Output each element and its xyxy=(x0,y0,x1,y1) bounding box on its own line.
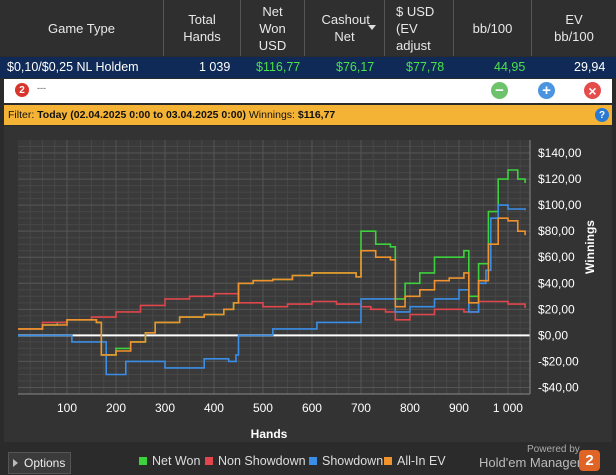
table-row[interactable]: $0,10/$0,25 NL Holdem 1 039 $116,77 $76,… xyxy=(0,57,616,78)
legend-showdown[interactable]: Showdown xyxy=(309,454,383,468)
cell-ev-adjusted: $77,78 xyxy=(406,60,445,74)
legend-swatch xyxy=(384,457,392,465)
x-tick-label: 600 xyxy=(302,401,322,415)
y-tick-label: -$20,00 xyxy=(538,354,579,368)
cell-cashout-net: $76,17 xyxy=(336,60,375,74)
filter-label: Filter: xyxy=(8,109,35,121)
toolbar-text: --- xyxy=(37,83,46,93)
options-button[interactable]: Options xyxy=(8,452,71,474)
cell-bb100: 44,95 xyxy=(494,60,526,74)
col-label: Game Type xyxy=(48,20,115,36)
y-tick-label: $100,00 xyxy=(538,198,582,212)
col-cashout-net[interactable]: Cashout Net xyxy=(304,0,384,56)
col-ev-adjusted[interactable]: $ USD (EV adjust xyxy=(384,0,453,56)
zoom-out-button[interactable]: − xyxy=(491,82,508,99)
chart-svg: 100 200 300 400 500 600 700 800 900 1 000 -$40,00 -… xyxy=(18,140,597,441)
y-tick-label: $140,00 xyxy=(538,146,582,160)
y-axis-title: Winnings xyxy=(583,220,597,274)
x-tick-label: 900 xyxy=(449,401,469,415)
legend-label: Non Showdown xyxy=(218,454,306,468)
plot-area xyxy=(18,140,530,394)
column-header: Game Type Total Hands Net Won USD Cashou… xyxy=(0,0,616,56)
legend-swatch xyxy=(309,457,317,465)
legend-label: All-In EV xyxy=(397,454,446,468)
col-ev-bb100[interactable]: EV bb/100 xyxy=(531,0,616,56)
x-tick-label: 100 xyxy=(57,401,77,415)
col-label: Cashout Net xyxy=(321,12,370,44)
x-tick-label: 500 xyxy=(253,401,273,415)
legend-non-showdown[interactable]: Non Showdown xyxy=(205,454,306,468)
legend-net-won[interactable]: Net Won xyxy=(139,454,200,468)
col-label: $ USD (EV adjust xyxy=(396,3,435,53)
col-label: bb/100 xyxy=(472,20,513,36)
cell-game-type: $0,10/$0,25 NL Holdem xyxy=(7,60,139,74)
x-tick-label: 1 000 xyxy=(493,401,523,415)
series-non-showdown xyxy=(18,292,526,330)
y-tick-label: -$40,00 xyxy=(538,380,579,394)
brand-name: Hold'em Manager xyxy=(479,455,582,470)
x-axis-title: Hands xyxy=(251,427,288,441)
col-net-won[interactable]: Net Won USD xyxy=(240,0,304,56)
cell-ev-bb100: 29,94 xyxy=(574,60,606,74)
y-tick-label: $20,00 xyxy=(538,302,575,316)
col-label: Total Hands xyxy=(183,12,221,44)
winnings-graph: 100 200 300 400 500 600 700 800 900 1 000 -$40,00 -… xyxy=(4,126,612,442)
x-tick-label: 300 xyxy=(155,401,175,415)
filter-range: Today (02.04.2025 0:00 to 03.04.2025 0:0… xyxy=(37,109,246,121)
col-label: EV bb/100 xyxy=(554,12,594,44)
x-tick-label: 700 xyxy=(351,401,371,415)
y-tick-label: $60,00 xyxy=(538,250,575,264)
x-tick-label: 800 xyxy=(400,401,420,415)
winnings-value: $116,77 xyxy=(297,109,336,121)
hm2-brand-logo-icon: 2 xyxy=(579,450,600,471)
legend-label: Showdown xyxy=(322,454,384,468)
y-tick-label: $80,00 xyxy=(538,224,575,238)
y-tick-label: $0,00 xyxy=(538,328,568,342)
expand-arrow-icon xyxy=(13,459,18,467)
sort-caret-icon[interactable] xyxy=(368,25,376,30)
legend-label: Net Won xyxy=(152,454,201,468)
options-label: Options xyxy=(24,456,66,470)
zoom-in-button[interactable]: + xyxy=(538,82,555,99)
hm2-logo-icon: 2 xyxy=(15,83,29,97)
series-all-in-ev xyxy=(18,217,526,356)
close-button[interactable]: × xyxy=(584,82,601,99)
col-total-hands[interactable]: Total Hands xyxy=(163,0,240,56)
y-tick-label: $40,00 xyxy=(538,276,575,290)
footer: Options Net Won Non Showdown Showdown Al… xyxy=(0,444,616,475)
col-bb100[interactable]: bb/100 xyxy=(453,0,531,56)
col-game-type[interactable]: Game Type xyxy=(0,0,163,56)
col-label: Net Won USD xyxy=(258,3,287,53)
y-tick-label: $120,00 xyxy=(538,172,582,186)
help-icon[interactable]: ? xyxy=(595,108,609,122)
winnings-label: Winnings: xyxy=(248,109,295,121)
powered-by-text: Powered by xyxy=(527,444,580,455)
x-tick-label: 400 xyxy=(204,401,224,415)
legend-swatch xyxy=(139,457,147,465)
cell-total-hands: 1 039 xyxy=(199,60,231,74)
legend-swatch xyxy=(205,457,213,465)
graph-toolbar: 2 --- − + × xyxy=(4,79,612,103)
filter-bar: Filter: Today (02.04.2025 0:00 to 03.04.… xyxy=(4,105,612,125)
x-tick-label: 200 xyxy=(106,401,126,415)
legend-all-in-ev[interactable]: All-In EV xyxy=(384,454,446,468)
cell-net-won: $116,77 xyxy=(256,60,301,74)
